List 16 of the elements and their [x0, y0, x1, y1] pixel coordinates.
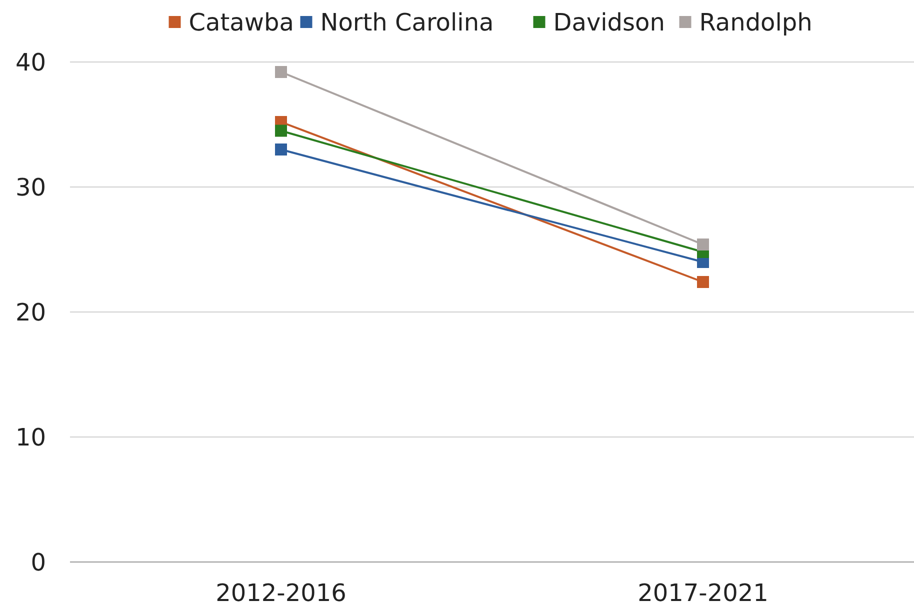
- legend-label: North Carolina: [320, 8, 494, 36]
- point: [697, 238, 709, 250]
- legend-label: Davidson: [553, 8, 665, 36]
- x-tick-label: 2017-2021: [638, 579, 768, 607]
- legend-label: Catawba: [188, 8, 294, 36]
- x-tick-label: 2012-2016: [216, 579, 346, 607]
- y-tick-label: 20: [15, 298, 46, 326]
- point: [275, 66, 287, 78]
- y-tick-label: 40: [15, 48, 46, 76]
- point: [275, 144, 287, 156]
- point: [697, 276, 709, 288]
- y-tick-label: 10: [15, 423, 46, 452]
- y-tick-label: 30: [15, 173, 46, 202]
- legend-label: Randolph: [699, 8, 812, 36]
- y-tick-label: 0: [30, 548, 46, 576]
- point: [275, 124, 287, 137]
